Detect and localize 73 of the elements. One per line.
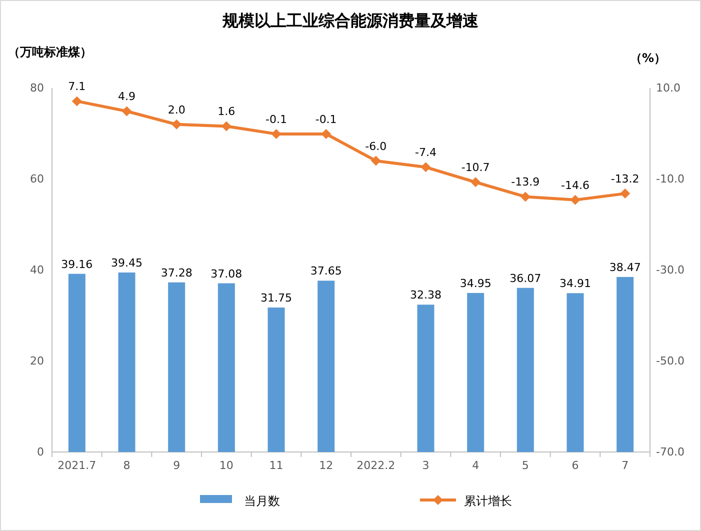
x-tick-label: 3 <box>422 459 430 472</box>
bar <box>168 282 186 452</box>
x-tick-label: 9 <box>173 459 180 472</box>
data-label: 34.95 <box>460 276 492 290</box>
data-label: 34.91 <box>560 277 591 290</box>
y-tick-label: 20 <box>30 354 44 368</box>
bar <box>616 276 634 452</box>
data-label: -7.4 <box>415 146 436 160</box>
data-label: 37.08 <box>210 267 242 280</box>
bar <box>516 288 534 452</box>
bar <box>566 293 584 452</box>
x-tick-label: 11 <box>269 459 284 472</box>
data-label: -13.2 <box>610 172 640 186</box>
y2-tick-label: -30.0 <box>656 264 684 276</box>
point <box>620 188 630 199</box>
x-tick-label: 12 <box>319 459 334 472</box>
point <box>172 119 182 130</box>
x-tick-label: 8 <box>123 459 130 472</box>
y2-tick-label: -10.0 <box>656 172 684 186</box>
data-label: -0.1 <box>315 112 337 126</box>
point <box>520 192 530 202</box>
bar <box>268 308 285 452</box>
y-tick-label: 0 <box>37 446 44 458</box>
point <box>271 128 282 139</box>
data-label: 2.0 <box>168 103 186 116</box>
point <box>570 194 580 205</box>
point <box>221 121 232 132</box>
data-label: 37.65 <box>310 264 342 278</box>
data-label: 38.47 <box>609 260 641 274</box>
point <box>470 177 481 188</box>
bar <box>118 272 136 452</box>
y-tick-label: 60 <box>30 172 44 186</box>
x-tick-label: 2021.7 <box>58 459 96 472</box>
data-label: -0.1 <box>266 112 287 126</box>
data-label: 39.16 <box>61 258 93 271</box>
y-tick-label: 80 <box>30 82 44 94</box>
y-tick-label: 40 <box>30 264 44 276</box>
point <box>72 96 82 106</box>
point <box>370 156 381 166</box>
x-tick-label: 7 <box>622 459 629 472</box>
y2-tick-label: -50.0 <box>656 354 684 368</box>
data-label: 39.45 <box>111 256 142 270</box>
x-tick-label: 10 <box>219 459 234 472</box>
bar <box>417 304 434 452</box>
y2-tick-label: 10.0 <box>656 82 680 94</box>
bar <box>467 292 484 452</box>
point <box>420 162 431 172</box>
point <box>321 128 332 139</box>
y-axis-title: （万吨标准煤） <box>8 45 92 59</box>
data-label: 7.1 <box>68 80 86 94</box>
legend-label: 当月数 <box>244 494 280 508</box>
data-label: 36.07 <box>510 272 542 285</box>
x-tick-label: 6 <box>572 459 579 472</box>
legend-label: 累计增长 <box>464 494 512 508</box>
chart-title: 规模以上工业综合能源消费量及增速 <box>222 11 480 30</box>
bar <box>318 280 335 452</box>
x-tick-label: 5 <box>522 459 529 472</box>
x-tick-label: 2022.2 <box>356 459 396 472</box>
data-label: 4.9 <box>118 90 136 104</box>
point <box>122 106 132 116</box>
x-tick-label: 4 <box>472 459 480 472</box>
data-label: 31.75 <box>260 292 292 305</box>
data-label: -6.0 <box>365 140 387 153</box>
data-label: 32.38 <box>410 288 442 302</box>
y2-axis-title: （%） <box>630 51 666 65</box>
y2-tick-label: -70.0 <box>656 446 684 458</box>
data-label: 1.6 <box>218 105 236 118</box>
data-label: -10.7 <box>461 161 490 174</box>
data-label: -13.9 <box>511 176 540 189</box>
bar <box>218 283 235 452</box>
bar <box>68 274 86 452</box>
data-label: 37.28 <box>160 266 192 280</box>
data-label: -14.6 <box>561 178 590 192</box>
